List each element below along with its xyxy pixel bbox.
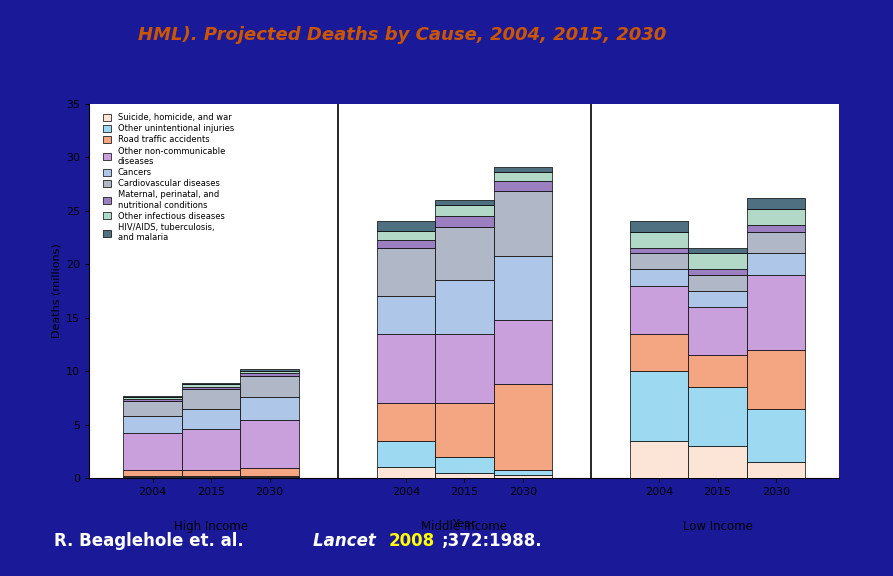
- Bar: [747, 232, 805, 253]
- Bar: [435, 457, 494, 473]
- Bar: [630, 253, 689, 270]
- Bar: [182, 476, 240, 477]
- Bar: [377, 240, 435, 248]
- Bar: [689, 307, 747, 355]
- Bar: [240, 476, 299, 477]
- Bar: [747, 408, 805, 462]
- Bar: [182, 389, 240, 408]
- Bar: [435, 473, 494, 478]
- Text: Lancet: Lancet: [313, 532, 381, 550]
- Text: Low Income: Low Income: [683, 520, 753, 533]
- Bar: [435, 200, 494, 205]
- Bar: [747, 225, 805, 232]
- Bar: [240, 373, 299, 377]
- Bar: [435, 205, 494, 216]
- Bar: [747, 253, 805, 275]
- Bar: [123, 397, 182, 399]
- Text: High Income: High Income: [174, 520, 248, 533]
- Bar: [182, 469, 240, 476]
- Bar: [182, 386, 240, 389]
- Bar: [240, 369, 299, 371]
- Bar: [435, 227, 494, 280]
- Bar: [240, 371, 299, 373]
- Bar: [689, 270, 747, 275]
- Bar: [377, 296, 435, 334]
- Bar: [689, 355, 747, 387]
- Bar: [123, 433, 182, 469]
- Bar: [494, 320, 552, 384]
- Bar: [123, 416, 182, 433]
- Bar: [377, 441, 435, 467]
- Bar: [123, 401, 182, 416]
- Bar: [123, 399, 182, 401]
- Bar: [689, 446, 747, 478]
- Bar: [630, 270, 689, 286]
- Legend: Suicide, homicide, and war, Other unintentional injuries, Road traffic accidents: Suicide, homicide, and war, Other uninte…: [101, 112, 236, 244]
- Bar: [377, 467, 435, 478]
- Bar: [435, 334, 494, 403]
- Bar: [630, 286, 689, 334]
- Text: R. Beaglehole et. al.: R. Beaglehole et. al.: [54, 532, 249, 550]
- Bar: [377, 403, 435, 441]
- Bar: [747, 198, 805, 209]
- Bar: [630, 371, 689, 441]
- Bar: [240, 477, 299, 478]
- Bar: [182, 429, 240, 469]
- Text: 2008: 2008: [388, 532, 435, 550]
- Text: HML). Projected Deaths by Cause, 2004, 2015, 2030: HML). Projected Deaths by Cause, 2004, 2…: [138, 26, 667, 44]
- Bar: [435, 280, 494, 334]
- Bar: [240, 468, 299, 476]
- Bar: [182, 383, 240, 385]
- Bar: [494, 469, 552, 475]
- Y-axis label: Deaths (millions): Deaths (millions): [52, 244, 62, 338]
- Bar: [123, 477, 182, 478]
- Bar: [689, 387, 747, 446]
- Bar: [240, 420, 299, 468]
- Bar: [747, 209, 805, 225]
- Bar: [377, 334, 435, 403]
- Bar: [494, 384, 552, 469]
- Bar: [494, 181, 552, 191]
- Bar: [689, 291, 747, 307]
- Bar: [182, 385, 240, 386]
- Bar: [435, 403, 494, 457]
- Bar: [630, 248, 689, 253]
- Bar: [494, 475, 552, 478]
- X-axis label: Year: Year: [453, 520, 476, 529]
- Bar: [182, 408, 240, 429]
- Bar: [747, 350, 805, 408]
- Bar: [377, 231, 435, 240]
- Bar: [630, 232, 689, 248]
- Bar: [377, 221, 435, 231]
- Bar: [494, 256, 552, 320]
- Bar: [240, 397, 299, 420]
- Bar: [747, 462, 805, 478]
- Text: ;372:1988.: ;372:1988.: [442, 532, 543, 550]
- Bar: [435, 216, 494, 227]
- Bar: [240, 377, 299, 397]
- Bar: [123, 396, 182, 397]
- Bar: [630, 441, 689, 478]
- Bar: [630, 334, 689, 371]
- Bar: [689, 248, 747, 253]
- Bar: [182, 477, 240, 478]
- Bar: [123, 476, 182, 477]
- Bar: [689, 275, 747, 291]
- Bar: [123, 469, 182, 476]
- Text: Middle Income: Middle Income: [421, 520, 507, 533]
- Bar: [494, 167, 552, 172]
- Bar: [494, 172, 552, 181]
- Bar: [630, 221, 689, 232]
- Bar: [494, 191, 552, 256]
- Bar: [689, 253, 747, 270]
- Bar: [747, 275, 805, 350]
- Bar: [377, 248, 435, 296]
